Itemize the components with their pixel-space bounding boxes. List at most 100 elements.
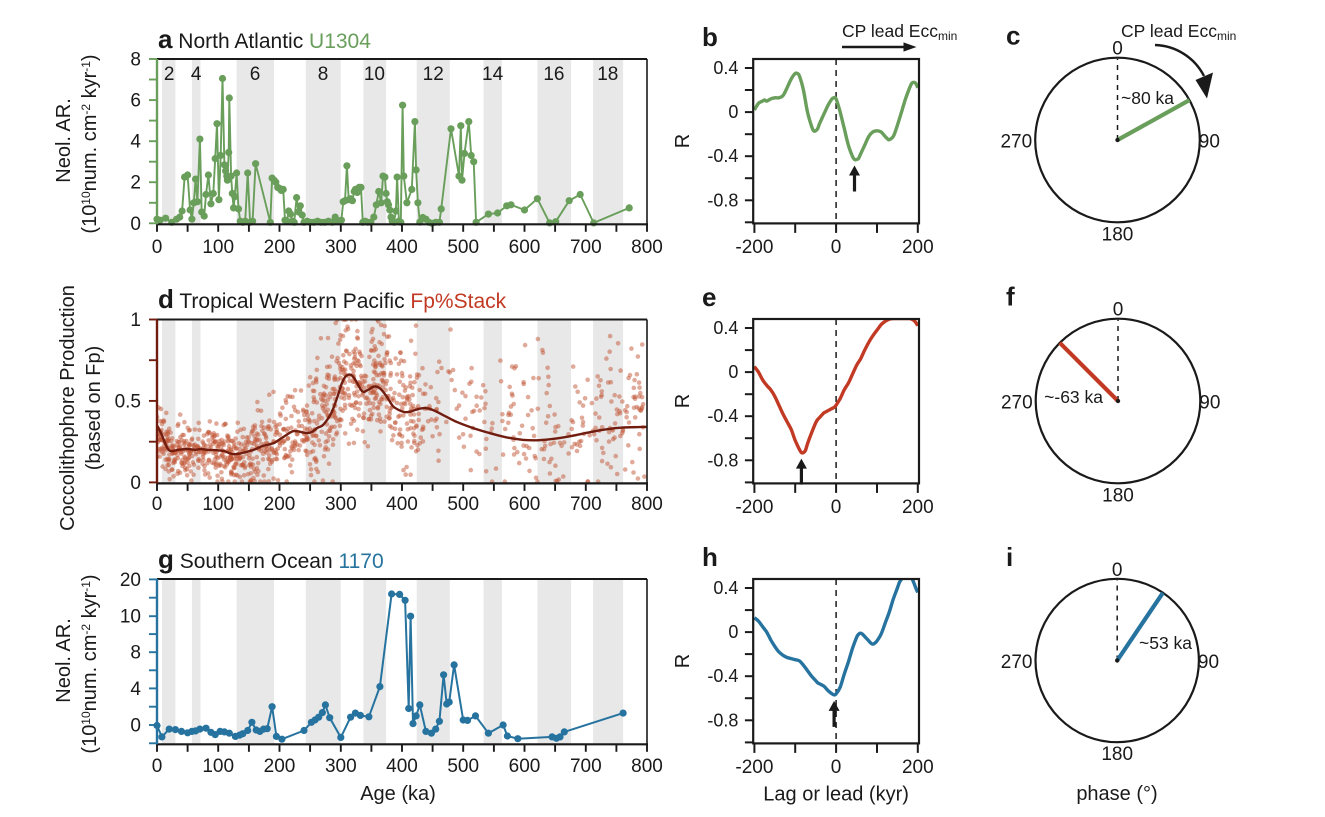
svg-text:f: f <box>1006 282 1015 312</box>
svg-text:(1010num. cm-2 kyr-1): (1010num. cm-2 kyr-1) <box>79 574 101 753</box>
svg-text:0: 0 <box>130 716 141 737</box>
svg-text:-0.8: -0.8 <box>707 710 738 730</box>
svg-text:2: 2 <box>164 64 175 85</box>
svg-text:i: i <box>1006 542 1013 572</box>
svg-text:0: 0 <box>831 757 842 778</box>
svg-text:CP lead Eccmin: CP lead Eccmin <box>842 21 957 43</box>
svg-text:R: R <box>672 654 694 668</box>
svg-text:0: 0 <box>831 237 842 258</box>
svg-text:4: 4 <box>130 132 141 153</box>
svg-text:700: 700 <box>570 494 602 515</box>
svg-text:0.4: 0.4 <box>713 58 738 78</box>
svg-text:90: 90 <box>1199 393 1220 414</box>
svg-text:Neol. AR.: Neol. AR. <box>53 618 75 702</box>
svg-text:(1010num. cm-2 kyr-1): (1010num. cm-2 kyr-1) <box>79 54 101 233</box>
svg-text:0: 0 <box>728 102 738 122</box>
svg-text:CP lead Eccmin: CP lead Eccmin <box>1121 21 1236 43</box>
svg-text:c: c <box>1006 21 1020 51</box>
svg-text:R: R <box>672 134 694 148</box>
svg-text:14: 14 <box>482 64 504 85</box>
svg-text:0: 0 <box>130 214 141 235</box>
svg-text:6: 6 <box>250 64 261 85</box>
svg-text:0: 0 <box>152 756 163 777</box>
svg-text:20: 20 <box>120 570 141 591</box>
svg-text:0.4: 0.4 <box>713 318 738 338</box>
svg-text:0: 0 <box>152 237 163 258</box>
svg-text:Age (ka): Age (ka) <box>360 783 436 805</box>
svg-text:0: 0 <box>1112 560 1123 581</box>
svg-text:4: 4 <box>191 64 202 85</box>
svg-text:300: 300 <box>325 494 357 515</box>
svg-text:0: 0 <box>728 622 738 642</box>
svg-text:Coccolithophore Production: Coccolithophore Production <box>57 285 79 531</box>
svg-text:300: 300 <box>325 237 357 258</box>
svg-text:100: 100 <box>202 494 234 515</box>
svg-text:200: 200 <box>902 757 934 778</box>
svg-text:a North Atlantic U1304: a North Atlantic U1304 <box>158 24 371 54</box>
svg-text:e: e <box>702 282 716 312</box>
svg-text:200: 200 <box>264 494 296 515</box>
svg-text:Neol. AR.: Neol. AR. <box>53 98 75 182</box>
svg-text:800: 800 <box>631 237 663 258</box>
svg-text:400: 400 <box>386 494 418 515</box>
svg-text:-0.4: -0.4 <box>707 146 738 166</box>
svg-text:200: 200 <box>264 756 296 777</box>
svg-text:6: 6 <box>130 91 141 112</box>
svg-text:200: 200 <box>902 497 934 518</box>
svg-text:0: 0 <box>831 497 842 518</box>
svg-text:0: 0 <box>1112 39 1123 60</box>
svg-text:4: 4 <box>130 679 141 700</box>
svg-text:10: 10 <box>364 64 385 85</box>
svg-text:-0.4: -0.4 <box>707 406 738 426</box>
svg-text:800: 800 <box>631 494 663 515</box>
svg-text:0: 0 <box>728 362 738 382</box>
svg-text:1: 1 <box>130 310 141 331</box>
svg-text:600: 600 <box>509 494 541 515</box>
svg-text:90: 90 <box>1199 132 1220 153</box>
svg-text:200: 200 <box>902 237 934 258</box>
svg-text:0.5: 0.5 <box>115 391 141 412</box>
svg-text:180: 180 <box>1101 744 1133 765</box>
svg-text:12: 12 <box>423 64 444 85</box>
svg-text:500: 500 <box>447 237 479 258</box>
svg-text:phase (°): phase (°) <box>1076 783 1157 805</box>
svg-text:16: 16 <box>543 64 564 85</box>
svg-text:2: 2 <box>130 173 141 194</box>
svg-text:g Southern Ocean 1170: g Southern Ocean 1170 <box>158 544 384 574</box>
svg-text:0: 0 <box>152 494 163 515</box>
svg-text:d Tropical Western Pacific Fp%: d Tropical Western Pacific Fp%Stack <box>158 284 507 314</box>
svg-text:270: 270 <box>1001 393 1033 414</box>
svg-text:300: 300 <box>325 756 357 777</box>
svg-text:500: 500 <box>447 756 479 777</box>
svg-text:-200: -200 <box>735 757 773 778</box>
svg-text:600: 600 <box>509 237 541 258</box>
svg-text:10: 10 <box>120 607 141 628</box>
svg-text:700: 700 <box>570 756 602 777</box>
svg-text:-200: -200 <box>735 237 773 258</box>
svg-text:-0.8: -0.8 <box>707 450 738 470</box>
svg-text:(based on Fp): (based on Fp) <box>83 346 105 471</box>
svg-text:18: 18 <box>597 64 618 85</box>
svg-text:~53 ka: ~53 ka <box>1139 633 1192 653</box>
svg-text:90: 90 <box>1198 652 1219 673</box>
svg-text:0: 0 <box>1113 300 1124 321</box>
svg-text:R: R <box>672 394 694 408</box>
svg-text:700: 700 <box>570 237 602 258</box>
svg-text:h: h <box>702 542 718 572</box>
svg-text:600: 600 <box>509 756 541 777</box>
svg-text:-0.8: -0.8 <box>707 190 738 210</box>
svg-text:100: 100 <box>202 237 234 258</box>
svg-text:400: 400 <box>386 237 418 258</box>
svg-text:~-63 ka: ~-63 ka <box>1044 387 1103 407</box>
svg-text:~80 ka: ~80 ka <box>1121 88 1174 108</box>
svg-text:8: 8 <box>130 50 141 71</box>
svg-text:800: 800 <box>631 756 663 777</box>
svg-text:270: 270 <box>1001 652 1033 673</box>
svg-text:400: 400 <box>386 756 418 777</box>
svg-text:-0.4: -0.4 <box>707 666 738 686</box>
svg-text:-200: -200 <box>735 497 773 518</box>
svg-text:8: 8 <box>318 64 329 85</box>
svg-text:100: 100 <box>202 756 234 777</box>
svg-text:0.4: 0.4 <box>713 578 738 598</box>
svg-text:200: 200 <box>264 237 296 258</box>
